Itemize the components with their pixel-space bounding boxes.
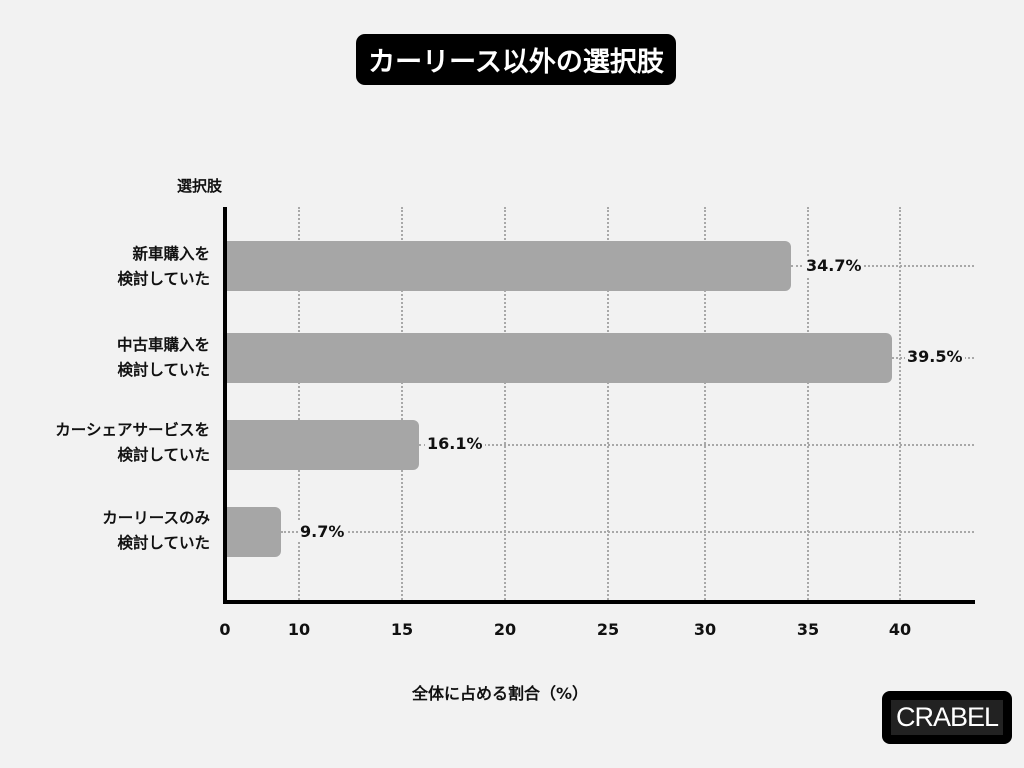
vgrid-15 bbox=[401, 207, 403, 603]
bar-used-car bbox=[227, 333, 892, 383]
value-label-new-car: 34.7% bbox=[804, 256, 864, 276]
value-label-used-car: 39.5% bbox=[905, 347, 965, 367]
y-axis-line bbox=[223, 207, 227, 603]
x-tick-25: 25 bbox=[596, 620, 620, 639]
x-axis-line bbox=[223, 600, 975, 604]
logo-text: CRABEL bbox=[890, 700, 1004, 735]
x-tick-40: 40 bbox=[888, 620, 912, 639]
bar-new-car bbox=[227, 241, 791, 291]
category-label-new-car: 新車購入を 検討していた bbox=[117, 245, 210, 288]
hgrid-row-3 bbox=[419, 444, 974, 446]
x-tick-35: 35 bbox=[796, 620, 820, 639]
bar-car-share bbox=[227, 420, 419, 470]
x-tick-15: 15 bbox=[390, 620, 414, 639]
category-label-car-share: カーシェアサービスを 検討していた bbox=[55, 421, 210, 464]
hgrid-row-4 bbox=[281, 531, 974, 533]
bar-lease-only bbox=[227, 507, 281, 557]
vgrid-35 bbox=[807, 207, 809, 603]
category-label-lease-only: カーリースのみ 検討していた bbox=[102, 509, 210, 552]
vgrid-20 bbox=[504, 207, 506, 603]
category-label-used-car: 中古車購入を 検討していた bbox=[116, 336, 210, 379]
value-label-lease-only: 9.7% bbox=[298, 522, 347, 542]
crabel-logo: CRABEL bbox=[882, 691, 1012, 744]
x-tick-30: 30 bbox=[693, 620, 717, 639]
chart-title: カーリース以外の選択肢 bbox=[356, 34, 676, 85]
vgrid-30 bbox=[704, 207, 706, 603]
x-tick-20: 20 bbox=[493, 620, 517, 639]
x-tick-0: 0 bbox=[219, 620, 231, 639]
vgrid-40 bbox=[899, 207, 901, 603]
vgrid-25 bbox=[607, 207, 609, 603]
hgrid-row-1 bbox=[791, 265, 974, 267]
y-axis-title: 選択肢 bbox=[176, 177, 222, 195]
x-tick-10: 10 bbox=[287, 620, 311, 639]
vgrid-10 bbox=[298, 207, 300, 603]
x-axis-title: 全体に占める割合（%） bbox=[412, 684, 589, 703]
value-label-car-share: 16.1% bbox=[425, 434, 485, 454]
